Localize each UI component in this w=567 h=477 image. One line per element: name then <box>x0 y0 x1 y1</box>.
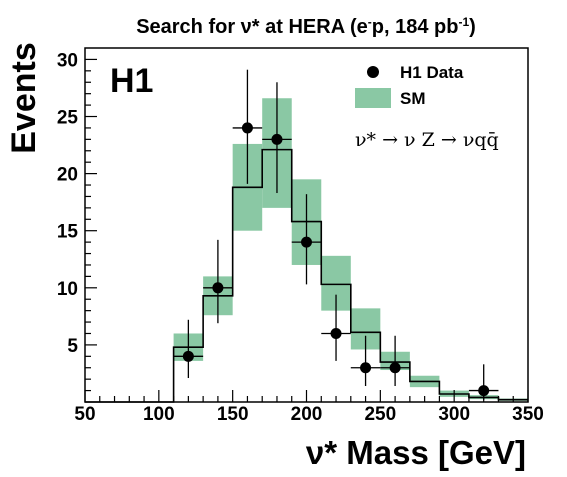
legend: H1 Data SM <box>355 63 464 108</box>
y-axis: 5 10 15 20 25 30 <box>57 50 97 392</box>
data-point <box>232 69 263 184</box>
data-point <box>203 239 233 324</box>
data-point <box>262 82 292 194</box>
x-axis: 50 100 150 200 250 300 350 <box>74 390 544 425</box>
y-tick-label: 20 <box>57 165 78 186</box>
legend-marker-sm <box>355 88 391 108</box>
legend-marker-data <box>367 66 379 78</box>
plot-area <box>85 69 528 403</box>
experiment-label: H1 <box>110 62 153 100</box>
data-point <box>173 319 204 379</box>
data-point <box>468 364 499 400</box>
data-marker <box>478 385 490 397</box>
data-marker <box>241 122 253 134</box>
legend-label-data: H1 Data <box>400 63 464 82</box>
y-axis-label: Events <box>5 42 43 154</box>
process-annotation: ν* → ν Z → νqq̄ <box>355 129 499 151</box>
data-marker <box>389 362 401 374</box>
x-tick-label: 150 <box>217 404 249 425</box>
y-tick-label: 15 <box>57 222 79 243</box>
y-tick-label: 10 <box>57 279 78 300</box>
y-tick-label: 5 <box>67 336 78 357</box>
data-point <box>380 335 410 387</box>
x-tick-label: 100 <box>143 404 175 425</box>
chart-title: Search for ν* at HERA (e-p, 184 pb-1) <box>136 15 476 38</box>
data-point <box>291 194 322 285</box>
data-marker <box>301 236 312 248</box>
y-tick-label: 30 <box>57 50 78 71</box>
data-point <box>350 335 381 387</box>
y-tick-label: 25 <box>57 108 79 129</box>
x-tick-label: 350 <box>512 404 544 425</box>
data-marker <box>330 327 342 339</box>
x-tick-label: 250 <box>364 404 396 425</box>
data-marker <box>271 133 283 145</box>
data-marker <box>182 350 194 362</box>
data-marker <box>212 282 224 294</box>
data-point <box>321 294 351 361</box>
data-marker <box>360 362 372 374</box>
x-tick-label: 50 <box>74 404 95 425</box>
x-tick-label: 300 <box>438 404 470 425</box>
x-axis-label: ν* Mass [GeV] <box>306 434 526 471</box>
legend-label-sm: SM <box>400 89 426 108</box>
x-tick-label: 200 <box>291 404 323 425</box>
